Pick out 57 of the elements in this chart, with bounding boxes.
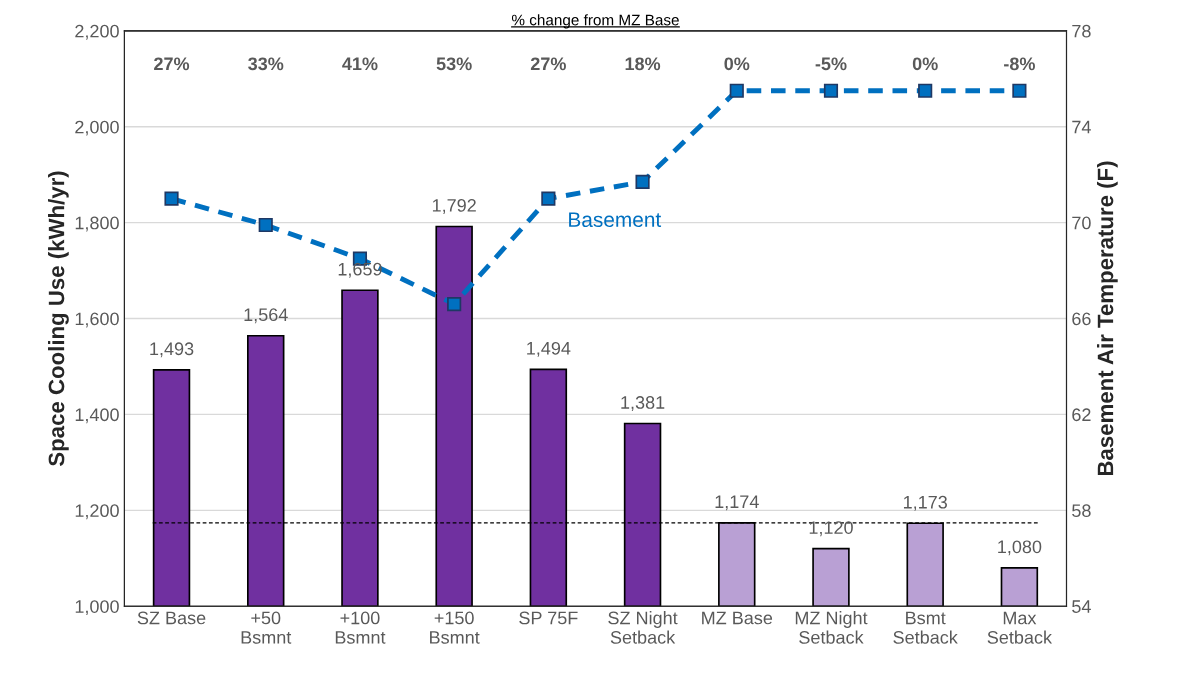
- data-label: 1,080: [998, 540, 1042, 556]
- x-tick-label: +50 Bsmnt: [241, 611, 292, 644]
- annotation: 53%: [436, 57, 472, 71]
- y-axis-title: Space Cooling Use (kWh/yr): [48, 171, 69, 467]
- x-tick-label: +150 Bsmnt: [430, 611, 480, 644]
- data-label: 1,381: [621, 396, 665, 411]
- annotation: 0%: [724, 57, 750, 71]
- x-tick-label: SP 75F: [519, 611, 578, 625]
- y2-tick-label: 54: [1072, 600, 1091, 613]
- data-label: 1,792: [432, 199, 476, 214]
- data-label: 1,173: [903, 495, 947, 511]
- series-label: Basement: [569, 212, 662, 228]
- y-tick-label: 1,800: [75, 216, 119, 232]
- y-tick-label: 2,200: [75, 24, 119, 40]
- annotation: 27%: [530, 57, 566, 71]
- point: [164, 191, 179, 206]
- data-label: 1,120: [809, 521, 853, 537]
- x-tick-label: MZ Base: [702, 611, 773, 625]
- point: [1012, 83, 1027, 98]
- point: [918, 83, 933, 98]
- y2-tick-label: 66: [1072, 312, 1091, 326]
- point: [729, 83, 744, 98]
- data-label: 1,494: [527, 341, 571, 357]
- data-label: 1,174: [715, 495, 759, 511]
- point: [823, 83, 839, 98]
- y-tick-label: 1,400: [75, 408, 119, 424]
- x-tick-label: +100 Bsmnt: [335, 611, 386, 644]
- point: [635, 174, 650, 189]
- x-tick-label: MZ Night Setback: [795, 611, 868, 644]
- y-tick-label: 1,200: [75, 504, 119, 520]
- y2-tick-label: 78: [1072, 24, 1091, 38]
- y-tick-label: 2,000: [75, 120, 119, 136]
- y2-tick-label: 58: [1072, 504, 1091, 518]
- point: [541, 191, 556, 206]
- point: [447, 297, 462, 312]
- x-tick-label: SZ Base: [137, 611, 206, 625]
- annotation: 0%: [912, 57, 938, 71]
- annotation: 41%: [342, 57, 378, 71]
- annotation: 33%: [248, 57, 284, 71]
- y2-axis-title: Basement Air Temperature (F): [1097, 161, 1118, 476]
- chart-title: % change from MZ Base: [511, 14, 679, 29]
- data-label: 1,564: [244, 308, 288, 324]
- x-tick-label: Bsmt Setback: [893, 611, 958, 644]
- x-tick-label: Max Setback: [987, 611, 1053, 644]
- annotation: 27%: [154, 57, 190, 71]
- data-label: 1,659: [338, 262, 382, 278]
- y2-tick-label: 70: [1072, 216, 1091, 230]
- data-label: 1,493: [150, 342, 194, 358]
- x-tick-label: SZ Night Setback: [608, 611, 678, 644]
- y-tick-label: 1,600: [75, 312, 119, 328]
- annotation: -5%: [815, 57, 847, 71]
- y-tick-label: 1,000: [75, 600, 119, 616]
- annotation: -8%: [1004, 57, 1035, 71]
- y2-tick-label: 62: [1072, 408, 1091, 422]
- annotation: 18%: [625, 57, 661, 71]
- y2-tick-label: 74: [1072, 120, 1091, 134]
- point: [258, 217, 273, 233]
